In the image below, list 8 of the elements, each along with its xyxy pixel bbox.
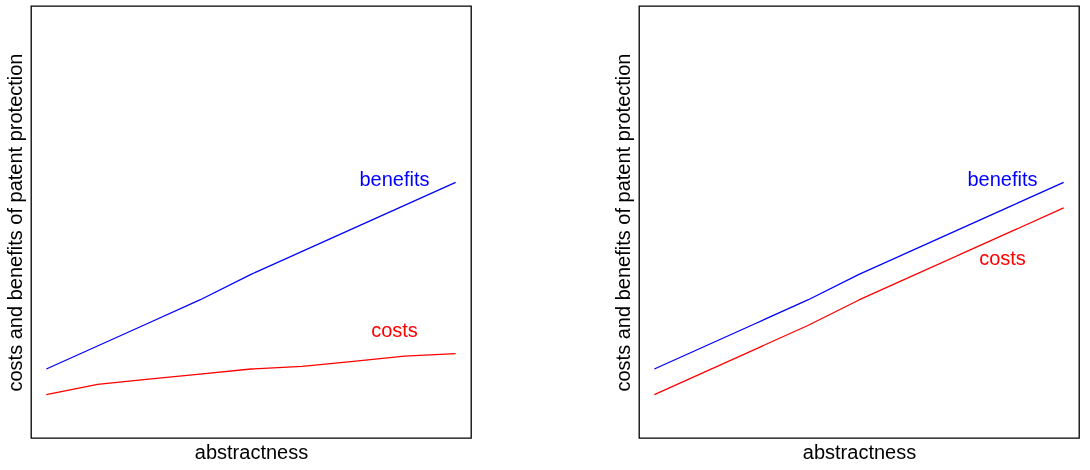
y-axis-title: costs and benefits of patent protection — [611, 53, 634, 392]
series-label: benefits — [359, 168, 430, 191]
series-label: benefits — [967, 168, 1038, 191]
x-axis-title: abstractness — [194, 440, 309, 463]
series-label: costs — [371, 319, 418, 342]
y-axis-title: costs and benefits of patent protection — [3, 53, 26, 392]
series-label: costs — [979, 246, 1026, 269]
x-axis-title: abstractness — [802, 440, 917, 463]
